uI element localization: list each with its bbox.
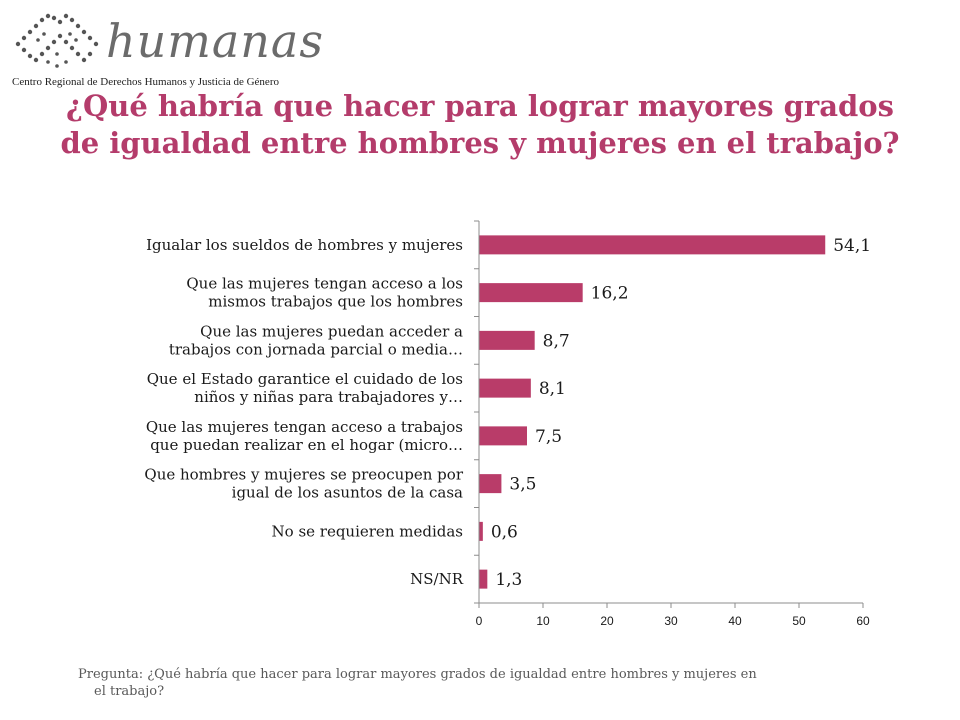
value-label-6: 0,6 <box>491 522 518 542</box>
bar-0 <box>479 235 826 255</box>
value-label-1: 16,2 <box>591 284 629 304</box>
logo-tagline: Centro Regional de Derechos Humanos y Ju… <box>12 76 279 88</box>
logo-emblem-icon <box>15 13 99 68</box>
value-label-0: 54,1 <box>833 236 871 256</box>
x-tick-label-5: 50 <box>792 614 806 628</box>
humanas-logo: humanas Centro Regional de Derechos Huma… <box>8 10 323 88</box>
question-footnote: Pregunta: ¿Qué habría que hacer para log… <box>78 666 898 700</box>
footnote-line-1: Pregunta: ¿Qué habría que hacer para log… <box>78 667 757 682</box>
category-label-4: Que las mujeres tengan acceso a trabajos… <box>146 418 463 454</box>
x-tick-label-4: 40 <box>728 614 742 628</box>
category-label-0: Igualar los sueldos de hombres y mujeres <box>146 236 463 254</box>
x-tick-label-6: 60 <box>856 614 870 628</box>
footnote-line-2: el trabajo? <box>94 684 165 699</box>
value-label-2: 8,7 <box>543 331 570 351</box>
bar-5 <box>479 474 502 494</box>
value-label-5: 3,5 <box>509 475 536 495</box>
x-tick-label-0: 0 <box>476 614 483 628</box>
category-label-7: NS/NR <box>410 570 464 588</box>
x-tick-label-3: 30 <box>664 614 678 628</box>
bar-2 <box>479 330 535 350</box>
bar-3 <box>479 378 531 398</box>
x-tick-label-1: 10 <box>536 614 550 628</box>
category-label-1: Que las mujeres tengan acceso a los mismo… <box>186 275 463 311</box>
value-label-4: 7,5 <box>535 427 562 447</box>
value-label-3: 8,1 <box>539 379 566 399</box>
bar-6 <box>479 521 483 541</box>
category-label-5: Que hombres y mujeres se preocupen por ig… <box>144 466 463 502</box>
chart-title: ¿Qué habría que hacer para lograr mayore… <box>60 89 900 160</box>
category-label-6: No se requieren medidas <box>272 522 463 540</box>
bar-chart: 0 10 20 30 40 50 60 54,1 Igualar los sueldos de… <box>144 220 871 628</box>
x-tick-label-2: 20 <box>600 614 614 628</box>
value-label-7: 1,3 <box>495 570 522 590</box>
category-label-3: Que el Estado garantice el cuidado de lo… <box>147 370 463 406</box>
bar-4 <box>479 426 527 446</box>
logo-brand-text: humanas <box>106 14 324 68</box>
bar-7 <box>479 569 488 589</box>
bar-1 <box>479 283 583 303</box>
category-label-2: Que las mujeres puedan acceder a trabajos… <box>169 322 463 358</box>
